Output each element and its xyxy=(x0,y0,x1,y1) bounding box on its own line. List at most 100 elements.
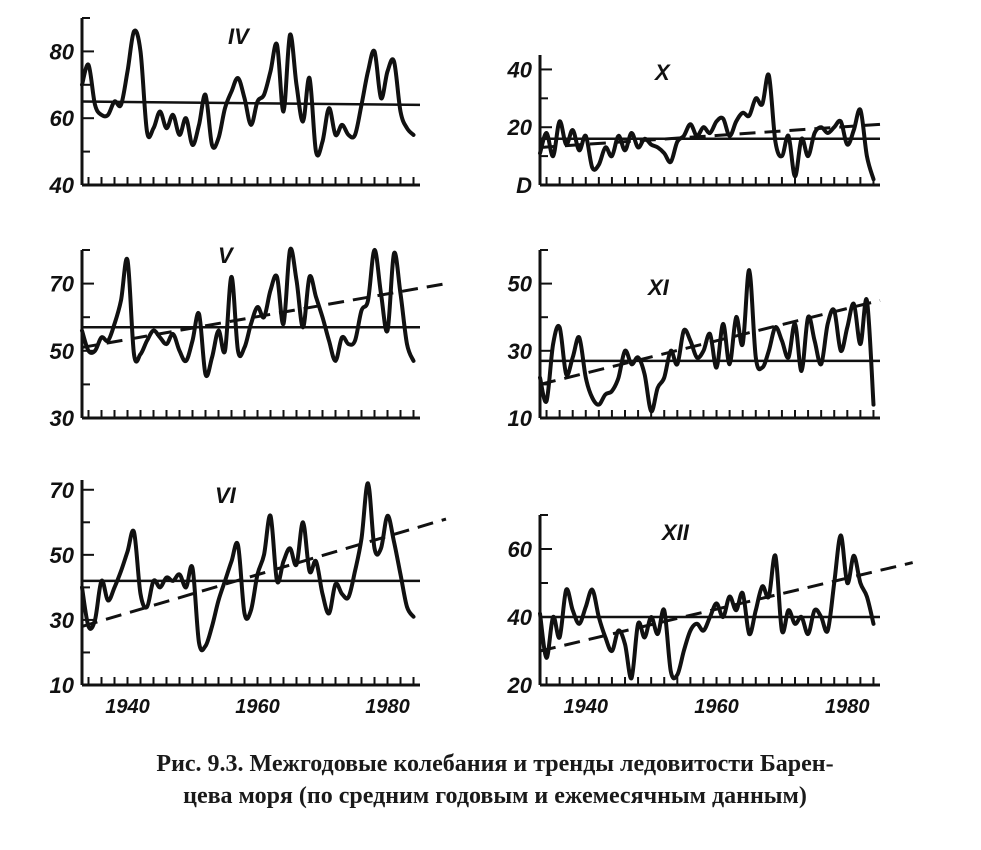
x-tick-label: 1940 xyxy=(564,696,609,718)
data-point xyxy=(565,373,567,375)
data-point xyxy=(276,580,278,582)
data-point xyxy=(237,77,239,79)
data-point xyxy=(100,580,103,582)
data-point xyxy=(578,623,580,625)
data-point xyxy=(341,593,343,595)
data-point xyxy=(768,350,770,352)
data-point xyxy=(159,336,161,338)
data-point xyxy=(159,110,161,113)
data-point xyxy=(729,596,731,598)
data-point xyxy=(276,44,278,46)
data-point xyxy=(321,141,324,143)
data-point xyxy=(539,377,541,379)
data-point xyxy=(81,586,83,589)
x-tick-label: 1980 xyxy=(825,696,870,718)
data-point xyxy=(578,336,580,338)
data-point xyxy=(386,70,389,72)
data-point xyxy=(230,560,233,562)
data-point xyxy=(630,363,633,365)
y-tick-label: 40 xyxy=(507,605,533,630)
chart-panel-XII: 20 40 60 1940 1960 1980 XII xyxy=(507,514,914,718)
data-point xyxy=(565,144,567,146)
x-tick-label: 1960 xyxy=(694,696,739,718)
data-point xyxy=(559,326,561,328)
data-point xyxy=(399,293,402,295)
data-point xyxy=(256,573,259,576)
data-point xyxy=(380,293,382,295)
data-point xyxy=(113,100,116,103)
chart-panel-X: D 20 40 X xyxy=(507,55,881,198)
data-point xyxy=(866,155,868,157)
chart-panel-IV: 40 60 80 IV xyxy=(49,17,421,198)
data-point xyxy=(702,630,705,632)
data-point xyxy=(650,410,652,412)
y-tick-label: 40 xyxy=(49,173,75,198)
data-point xyxy=(807,155,809,157)
data-point xyxy=(100,336,103,338)
data-point xyxy=(328,107,330,109)
data-point xyxy=(833,309,835,312)
data-point xyxy=(269,70,272,72)
data-point xyxy=(204,645,207,647)
data-point xyxy=(139,353,142,355)
data-point xyxy=(853,129,855,131)
data-point xyxy=(133,531,135,533)
data-point xyxy=(807,316,809,318)
y-tick-label: 50 xyxy=(50,543,75,568)
data-point xyxy=(373,249,376,251)
data-point xyxy=(224,580,226,582)
data-point xyxy=(243,97,246,99)
data-point xyxy=(308,570,311,572)
data-point xyxy=(768,74,770,76)
data-point xyxy=(840,534,842,537)
data-point xyxy=(637,356,639,359)
data-point xyxy=(859,343,862,345)
data-point xyxy=(354,570,356,572)
data-point xyxy=(172,114,174,116)
data-point xyxy=(321,316,324,318)
data-point xyxy=(709,333,711,335)
data-point xyxy=(172,333,174,335)
data-point xyxy=(696,623,698,625)
data-point xyxy=(211,356,213,359)
panel-title: X xyxy=(653,60,671,85)
data-point xyxy=(289,34,291,36)
data-point xyxy=(81,84,83,86)
data-point xyxy=(386,515,389,517)
data-point xyxy=(126,551,129,553)
data-point xyxy=(165,127,168,129)
y-tick-label: 70 xyxy=(50,478,75,503)
data-point xyxy=(670,350,672,352)
data-point xyxy=(761,367,763,369)
data-point xyxy=(198,124,200,126)
data-point xyxy=(859,582,862,584)
data-point xyxy=(308,276,311,278)
data-point xyxy=(204,373,207,375)
data-point xyxy=(657,146,659,148)
data-point xyxy=(152,127,155,129)
data-point xyxy=(663,377,665,379)
data-point xyxy=(198,313,200,315)
data-point xyxy=(591,589,593,591)
y-tick-label: 10 xyxy=(508,406,533,431)
data-point xyxy=(565,589,567,591)
data-point xyxy=(748,269,750,271)
data-point xyxy=(872,404,875,406)
data-point xyxy=(393,541,395,543)
data-point xyxy=(715,367,718,369)
data-point xyxy=(637,146,639,148)
data-point xyxy=(781,630,783,632)
data-point xyxy=(604,146,607,148)
data-point xyxy=(552,616,554,618)
data-point xyxy=(630,677,633,679)
data-point xyxy=(412,134,415,136)
data-point xyxy=(100,114,103,116)
data-point xyxy=(683,135,685,137)
mean-line xyxy=(81,100,421,107)
y-tick-label: D xyxy=(516,173,532,198)
data-point xyxy=(585,377,587,379)
data-point xyxy=(800,138,803,140)
data-point xyxy=(696,135,698,137)
data-point xyxy=(644,636,646,639)
data-point xyxy=(120,570,122,572)
